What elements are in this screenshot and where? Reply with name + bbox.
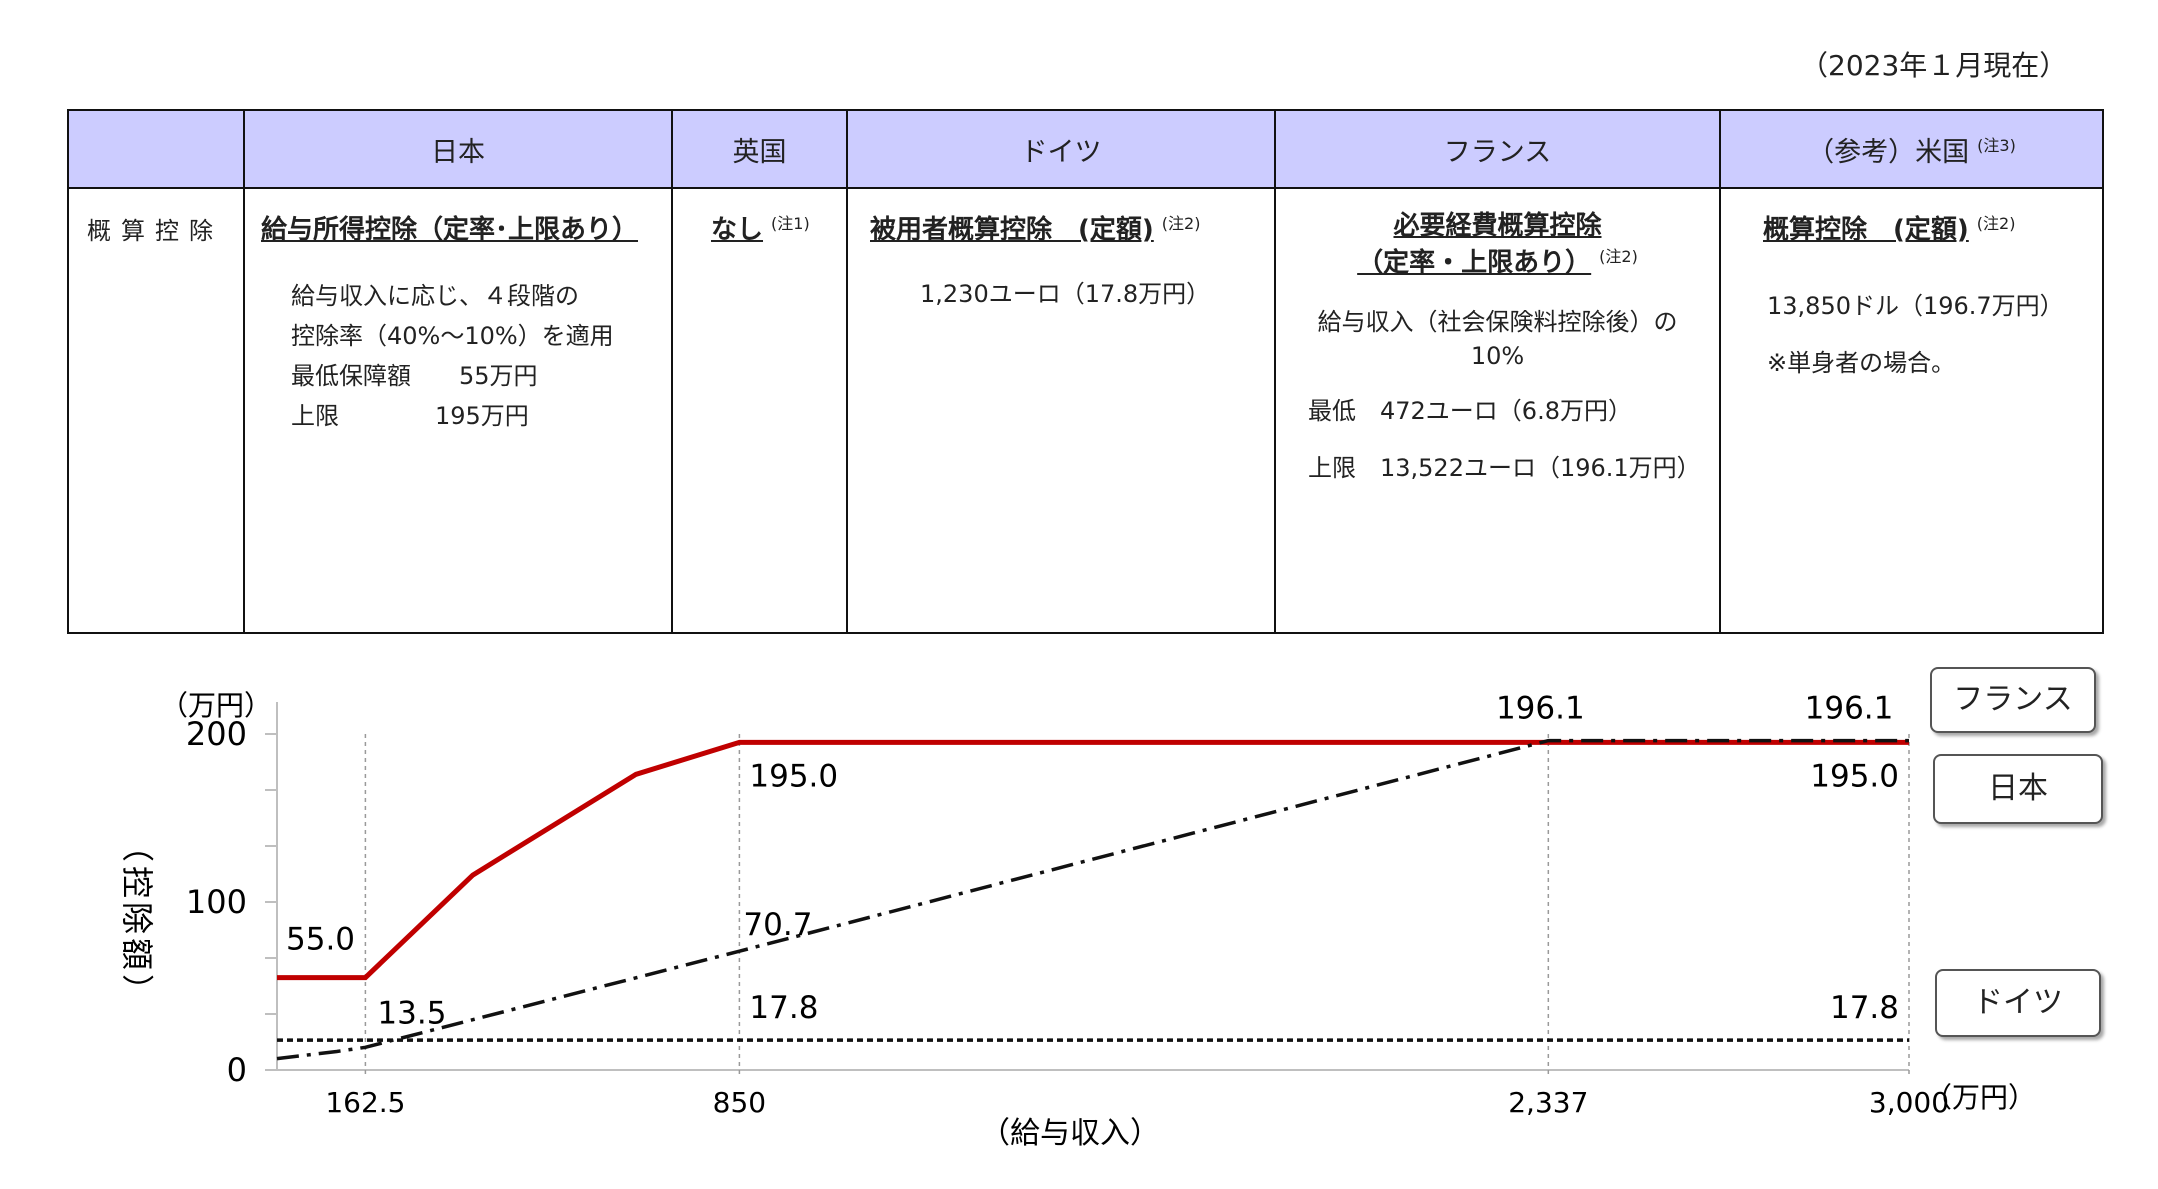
x-axis-title: （給与収入） bbox=[980, 1116, 1160, 1151]
x-tick-label: 2,337 bbox=[1508, 1086, 1588, 1119]
y-unit-label: （万円） bbox=[160, 689, 272, 722]
cell-uk: なし (注1) bbox=[671, 187, 848, 634]
data-label: 196.1 bbox=[1805, 691, 1894, 727]
data-label: 13.5 bbox=[377, 995, 446, 1031]
japan-line: 上限 195万円 bbox=[291, 402, 529, 430]
header-uk: 英国 bbox=[671, 109, 848, 189]
cell-us: 概算控除 (定額) (注2) 13,850ドル（196.7万円） ※単身者の場合。 bbox=[1719, 187, 2104, 634]
japan-line: 給与収入に応じ、４段階の bbox=[291, 282, 579, 310]
table-body-row: 概算控除 給与所得控除（定率･上限あり） 給与収入に応じ、４段階の 控除率（40… bbox=[67, 187, 2104, 634]
data-label: 195.0 bbox=[1810, 758, 1899, 794]
us-note: (注2) bbox=[1976, 214, 2016, 233]
row-label: 概算控除 bbox=[67, 187, 245, 634]
series-line bbox=[276, 738, 1909, 1061]
france-line: 給与収入（社会保険料控除後）の bbox=[1317, 308, 1678, 336]
header-us: （参考）米国 (注3) bbox=[1719, 109, 2104, 189]
germany-note: (注2) bbox=[1161, 214, 1201, 233]
japan-title: 給与所得控除（定率･上限あり） bbox=[261, 215, 639, 245]
germany-title: 被用者概算控除 (定額) bbox=[870, 215, 1154, 245]
cell-france: 必要経費概算控除 （定率・上限あり） (注2) 給与収入（社会保険料控除後）の 1… bbox=[1274, 187, 1721, 634]
header-us-note: (注3) bbox=[1977, 135, 2016, 155]
y-tick-label: 0 bbox=[227, 1051, 247, 1089]
x-tick-label: 3,000 bbox=[1869, 1086, 1949, 1119]
data-label: 55.0 bbox=[286, 922, 355, 958]
france-title-1: 必要経費概算控除 bbox=[1393, 211, 1602, 241]
data-label: 196.1 bbox=[1496, 691, 1585, 727]
date-note: （2023年１月現在） bbox=[1800, 49, 2068, 82]
france-note: (注2) bbox=[1599, 247, 1638, 266]
y-axis-title: （控除額） bbox=[118, 830, 156, 1010]
data-label: 70.7 bbox=[743, 907, 812, 943]
y-tick-label: 200 bbox=[186, 715, 247, 753]
us-line: ※単身者の場合。 bbox=[1767, 349, 1956, 377]
us-line: 13,850ドル（196.7万円） bbox=[1767, 292, 2064, 320]
data-label: 195.0 bbox=[749, 758, 838, 794]
legend-japan: 日本 bbox=[1933, 754, 2103, 824]
uk-title: なし bbox=[711, 215, 764, 245]
france-line: 上限 13,522ユーロ（196.1万円） bbox=[1308, 454, 1701, 482]
uk-note: (注1) bbox=[771, 214, 810, 233]
table-header-row: 日本 英国 ドイツ フランス （参考）米国 (注3) bbox=[67, 109, 2104, 189]
legend-france: フランス bbox=[1930, 667, 2096, 733]
france-line: 最低 472ユーロ（6.8万円） bbox=[1308, 397, 1632, 425]
cell-japan: 給与所得控除（定率･上限あり） 給与収入に応じ、４段階の 控除率（40%～10%… bbox=[243, 187, 673, 634]
x-tick-label: 850 bbox=[713, 1086, 766, 1119]
x-unit-label: （万円） bbox=[1924, 1081, 2036, 1114]
y-tick-label: 100 bbox=[186, 883, 247, 921]
header-france: フランス bbox=[1274, 109, 1721, 189]
us-title: 概算控除 (定額) bbox=[1763, 215, 1969, 245]
header-blank bbox=[67, 109, 245, 189]
france-title-2: （定率・上限あり） bbox=[1357, 248, 1592, 278]
data-label: 17.8 bbox=[1830, 990, 1899, 1026]
series-line bbox=[277, 739, 1909, 981]
germany-line: 1,230ユーロ（17.8万円） bbox=[920, 280, 1211, 308]
france-line: 10% bbox=[1470, 342, 1525, 370]
legend-germany: ドイツ bbox=[1935, 969, 2101, 1037]
japan-line: 控除率（40%～10%）を適用 bbox=[291, 322, 614, 350]
header-japan: 日本 bbox=[243, 109, 673, 189]
x-tick-label: 162.5 bbox=[325, 1086, 405, 1119]
header-germany: ドイツ bbox=[846, 109, 1276, 189]
data-label: 17.8 bbox=[749, 990, 818, 1026]
comparison-table: 日本 英国 ドイツ フランス （参考）米国 (注3) 概算控除 給与所得控除（定率… bbox=[67, 109, 2104, 634]
cell-germany: 被用者概算控除 (定額) (注2) 1,230ユーロ（17.8万円） bbox=[846, 187, 1276, 634]
header-us-label: （参考）米国 bbox=[1807, 136, 1970, 168]
japan-line: 最低保障額 55万円 bbox=[291, 362, 538, 390]
